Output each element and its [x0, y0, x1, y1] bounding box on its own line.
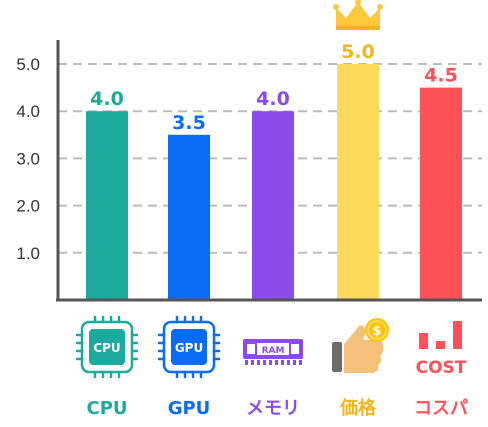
ram-icon-text: RAM — [262, 346, 285, 356]
category-label: 価格 — [339, 397, 377, 419]
y-tick-label: 5.0 — [16, 55, 40, 74]
cost-icon-text: COST — [416, 358, 467, 378]
value-label: 4.5 — [424, 65, 458, 87]
y-tick-label: 1.0 — [16, 244, 40, 263]
value-label: 3.5 — [172, 112, 206, 134]
category-label: CPU — [86, 398, 127, 419]
y-tick-labels: 1.0 2.0 3.0 4.0 5.0 — [16, 55, 40, 263]
cost-bars-icon: COST — [416, 321, 467, 378]
value-label: 5.0 — [341, 41, 375, 63]
category-labels: CPU GPU メモリ 価格 コスパ — [86, 397, 468, 419]
bar — [86, 111, 128, 300]
category-label: メモリ — [246, 398, 300, 419]
bars — [86, 64, 462, 300]
gpu-icon-text: GPU — [175, 341, 203, 355]
y-tick-label: 3.0 — [16, 149, 40, 168]
value-labels: 4.0 3.5 4.0 5.0 4.5 — [90, 41, 458, 134]
value-label: 4.0 — [90, 88, 124, 110]
thumbs-up-coin-icon: $ — [332, 318, 389, 373]
gpu-chip-icon: GPU — [157, 315, 221, 379]
cpu-chip-icon: CPU — [75, 315, 139, 379]
bar — [337, 64, 379, 300]
cpu-icon-text: CPU — [93, 341, 120, 355]
y-tick-label: 2.0 — [16, 197, 40, 216]
category-label: コスパ — [414, 398, 468, 419]
y-tick-label: 4.0 — [16, 102, 40, 121]
crown-icon — [333, 0, 383, 30]
bar — [168, 134, 210, 300]
ram-module-icon: RAM — [243, 339, 303, 365]
value-label: 4.0 — [256, 88, 290, 110]
coin-icon-text: $ — [372, 324, 381, 339]
bar — [252, 111, 294, 300]
bar — [420, 87, 462, 300]
category-label: GPU — [168, 398, 211, 419]
